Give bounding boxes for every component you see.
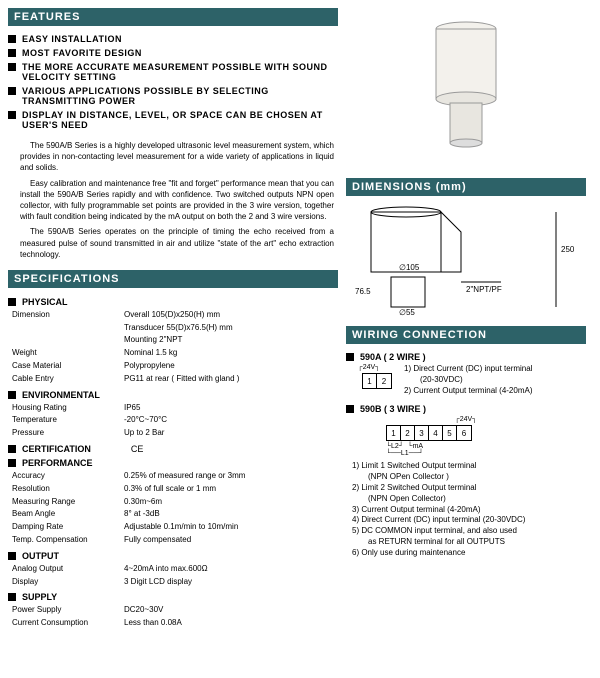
- spec-value: Less than 0.08A: [122, 618, 336, 629]
- spec-value: DC20~30V: [122, 605, 336, 616]
- spec-category: ENVIRONMENTAL: [8, 387, 338, 401]
- spec-value: Adjustable 0.1m/min to 10m/min: [122, 522, 336, 533]
- feature-item: EASY INSTALLATION: [8, 32, 338, 46]
- spec-value: PG11 at rear ( Fitted with gland ): [122, 374, 336, 385]
- svg-text:∅105: ∅105: [399, 263, 420, 272]
- wiring-a-title: 590A ( 2 WIRE ): [346, 350, 586, 364]
- spec-label: Weight: [10, 348, 120, 359]
- spec-label: Dimension: [10, 310, 120, 321]
- spec-value: Polypropylene: [122, 361, 336, 372]
- terminal-box-a: 12: [362, 373, 392, 389]
- spec-label: Damping Rate: [10, 522, 120, 533]
- spec-value: 0.3% of full scale or 1 mm: [122, 484, 336, 495]
- spec-label: Temperature: [10, 415, 120, 426]
- right-column: DIMENSIONS (mm) ∅105 ∅55 76.5 250 2"NPT/…: [346, 4, 586, 631]
- voltage-label: ┌24V┐: [346, 364, 392, 371]
- spec-value: Nominal 1.5 kg: [122, 348, 336, 359]
- spec-label: Temp. Compensation: [10, 535, 120, 546]
- svg-text:∅55: ∅55: [399, 308, 415, 317]
- spec-value: Up to 2 Bar: [122, 428, 336, 439]
- svg-text:250: 250: [561, 245, 575, 254]
- spec-label: Beam Angle: [10, 509, 120, 520]
- specs-header: SPECIFICATIONS: [8, 270, 338, 288]
- spec-value: 0.25% of measured range or 3mm: [122, 471, 336, 482]
- features-header: FEATURES: [8, 8, 338, 26]
- spec-value: 4~20mA into max.600Ω: [122, 564, 336, 575]
- terminal-box-b: 123456: [386, 425, 472, 441]
- wiring-b-legend: └L2┘ └mA └──L1──┘: [346, 443, 586, 457]
- spec-label: Case Material: [10, 361, 120, 372]
- spec-label: Housing Rating: [10, 403, 120, 414]
- wiring-header: WIRING CONNECTION: [346, 326, 586, 344]
- spec-value: 8° at -3dB: [122, 509, 336, 520]
- wiring-b-title: 590B ( 3 WIRE ): [346, 402, 586, 416]
- description-block: The 590A/B Series is a highly developed …: [8, 138, 338, 266]
- feature-item: VARIOUS APPLICATIONS POSSIBLE BY SELECTI…: [8, 84, 338, 108]
- spec-value: 3 Digit LCD display: [122, 577, 336, 588]
- spec-label: Measuring Range: [10, 497, 120, 508]
- spec-value: Fully compensated: [122, 535, 336, 546]
- spec-label: Current Consumption: [10, 618, 120, 629]
- spec-label: Resolution: [10, 484, 120, 495]
- spec-label: Pressure: [10, 428, 120, 439]
- left-column: FEATURES EASY INSTALLATION MOST FAVORITE…: [8, 4, 338, 631]
- feature-item: MOST FAVORITE DESIGN: [8, 46, 338, 60]
- wiring-a-notes: 1) Direct Current (DC) input terminal (2…: [398, 364, 533, 396]
- svg-text:76.5: 76.5: [355, 287, 371, 296]
- spec-value: 0.30m~6m: [122, 497, 336, 508]
- desc-paragraph: The 590A/B Series operates on the princi…: [20, 226, 334, 260]
- desc-paragraph: Easy calibration and maintenance free "f…: [20, 178, 334, 223]
- dimensions-diagram: ∅105 ∅55 76.5 250 2"NPT/PF: [346, 202, 586, 322]
- wiring-b-notes: 1) Limit 1 Switched Output terminal(NPN …: [346, 461, 586, 558]
- spec-label: Analog Output: [10, 564, 120, 575]
- spec-category: PERFORMANCE: [8, 455, 338, 469]
- product-image: [346, 4, 586, 174]
- spec-label: Display: [10, 577, 120, 588]
- feature-item: DISPLAY IN DISTANCE, LEVEL, OR SPACE CAN…: [8, 108, 338, 132]
- dimensions-header: DIMENSIONS (mm): [346, 178, 586, 196]
- spec-label: Cable Entry: [10, 374, 120, 385]
- spec-value: Overall 105(D)x250(H) mm: [122, 310, 336, 321]
- spec-table: DimensionOverall 105(D)x250(H) mm Transd…: [8, 308, 338, 387]
- spec-category: CERTIFICATION CE: [8, 441, 338, 455]
- feature-list: EASY INSTALLATION MOST FAVORITE DESIGN T…: [8, 32, 338, 138]
- spec-label: Accuracy: [10, 471, 120, 482]
- voltage-label: ┌24V┐: [346, 416, 586, 423]
- svg-text:2"NPT/PF: 2"NPT/PF: [466, 285, 502, 294]
- spec-value: -20°C~70°C: [122, 415, 336, 426]
- spec-value: Transducer 55(D)x76.5(H) mm: [122, 323, 336, 334]
- spec-category: SUPPLY: [8, 589, 338, 603]
- spec-category: OUTPUT: [8, 548, 338, 562]
- spec-value: IP65: [122, 403, 336, 414]
- spec-label: Power Supply: [10, 605, 120, 616]
- spec-value: Mounting 2"NPT: [122, 335, 336, 346]
- spec-category: PHYSICAL: [8, 294, 338, 308]
- desc-paragraph: The 590A/B Series is a highly developed …: [20, 140, 334, 174]
- feature-item: THE MORE ACCURATE MEASUREMENT POSSIBLE W…: [8, 60, 338, 84]
